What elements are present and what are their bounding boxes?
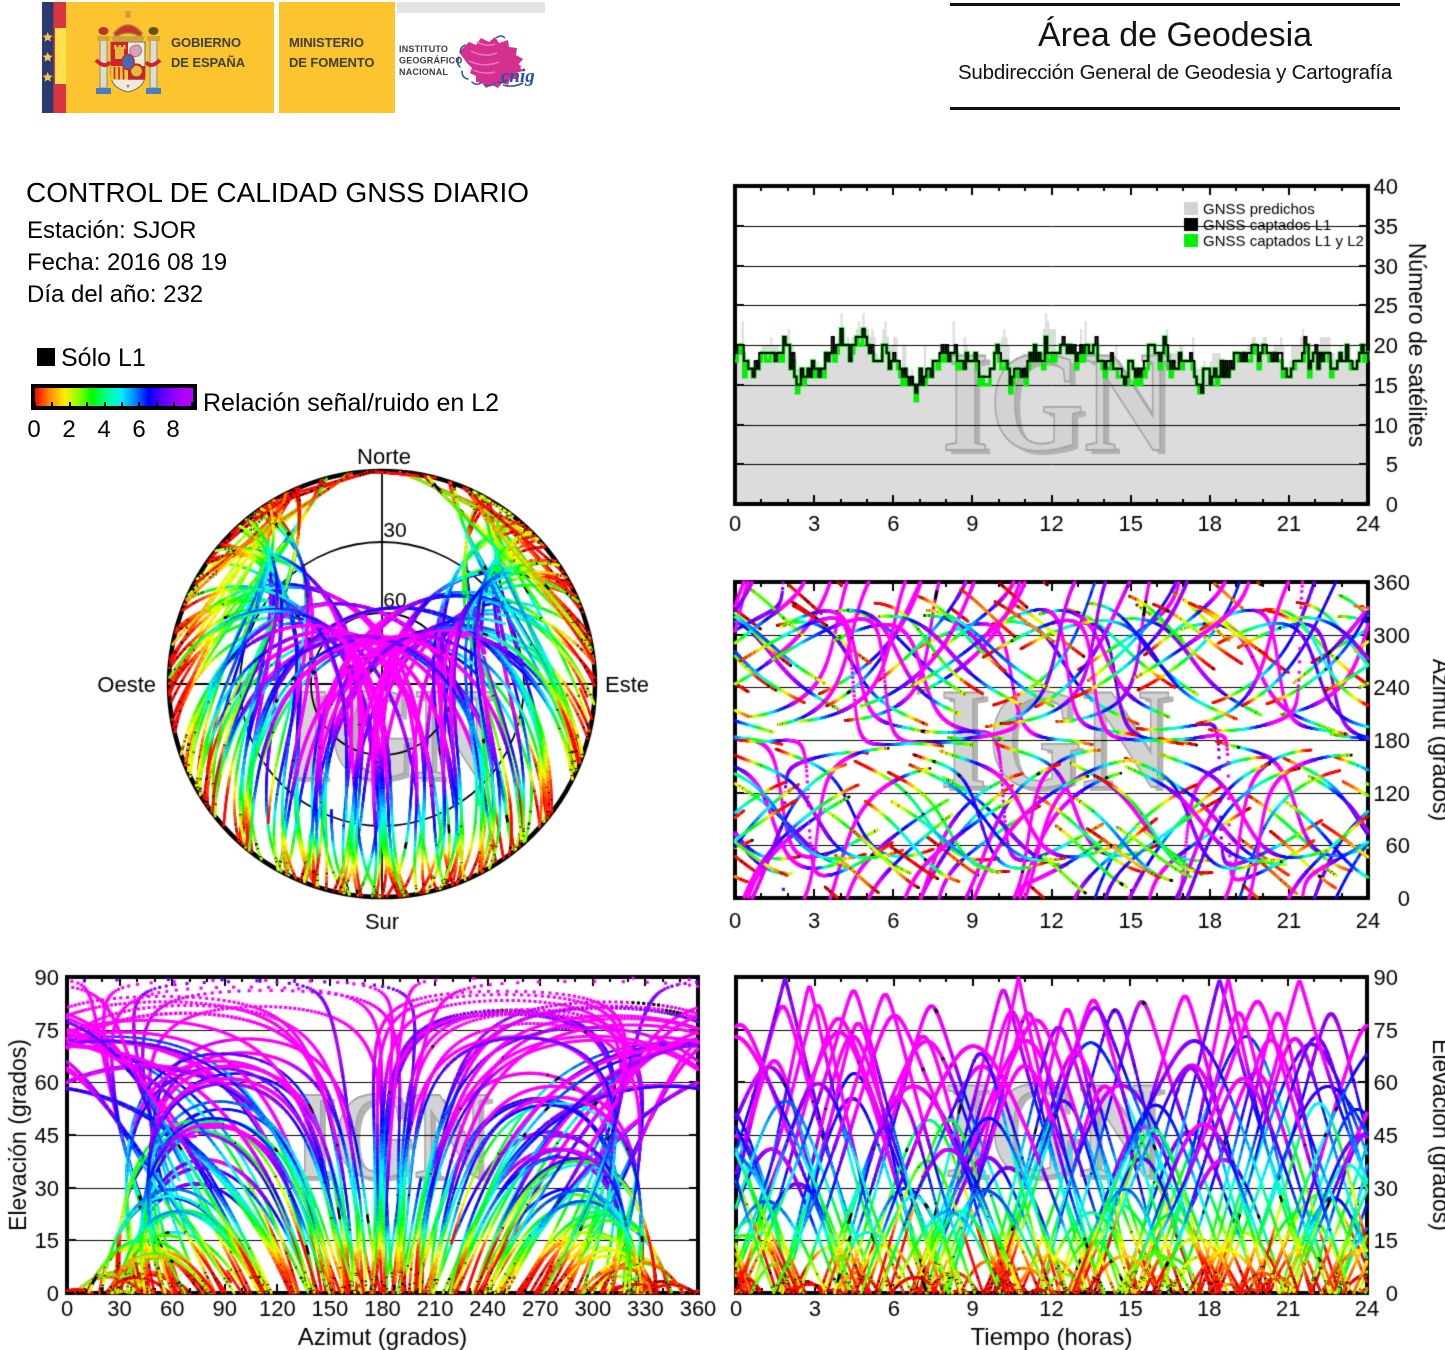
svg-text:cnig: cnig xyxy=(501,66,535,87)
svg-text:NACIONAL: NACIONAL xyxy=(399,67,448,77)
svg-text:GOBIERNO: GOBIERNO xyxy=(171,35,241,50)
svg-text:INSTITUTO: INSTITUTO xyxy=(399,44,448,54)
svg-text:GEOGRÁFICO: GEOGRÁFICO xyxy=(399,56,463,66)
svg-text:DE FOMENTO: DE FOMENTO xyxy=(289,55,374,70)
svg-text:MINISTERIO: MINISTERIO xyxy=(289,35,364,50)
svg-text:DE ESPAÑA: DE ESPAÑA xyxy=(171,55,246,70)
